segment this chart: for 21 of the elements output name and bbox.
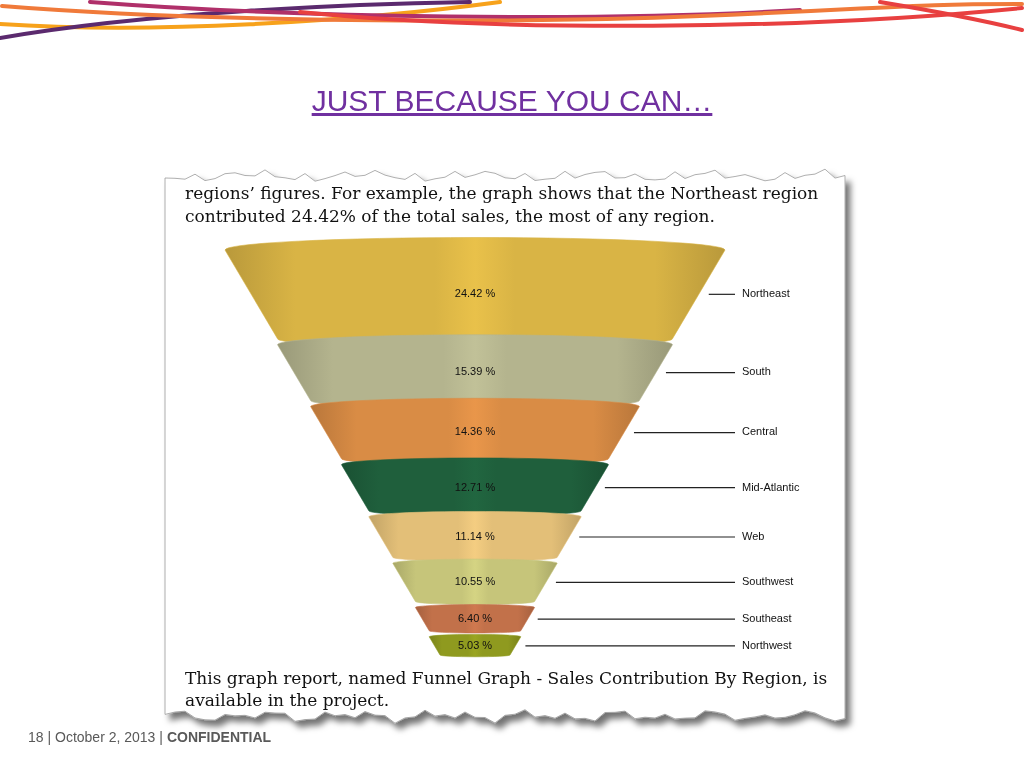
data-label: 11.14 %: [455, 529, 495, 542]
category-label: Mid-Atlantic: [742, 480, 800, 493]
data-label: 6.40 %: [457, 612, 493, 625]
data-label: 24.42 %: [454, 287, 496, 300]
data-label: 12.71 %: [454, 480, 496, 493]
category-label: Central: [742, 425, 778, 438]
text: CONFIDENTIAL: [166, 729, 272, 745]
text: 18 | October 2, 2013 |: [28, 729, 163, 745]
data-label: 14.36 %: [454, 425, 496, 438]
data-label: 5.03 %: [457, 638, 493, 651]
text: regions’ figures. For example, the graph shows that the Northeast region contributed 24.42% of the total sales, the most of any region.: [185, 182, 820, 228]
category-label: South: [742, 365, 771, 378]
text: This graph report, named Funnel Graph - Sales Contribution By Region, is available in the project.: [185, 667, 829, 711]
category-label: Northeast: [742, 287, 790, 300]
category-label: Southeast: [742, 612, 792, 625]
category-label: Southwest: [742, 575, 794, 588]
category-label: Northwest: [742, 638, 792, 651]
text: JUST BECAUSE YOU CAN…: [311, 84, 713, 117]
category-label: Web: [742, 529, 765, 542]
data-label: 15.39 %: [454, 365, 496, 378]
data-label: 10.55 %: [454, 575, 496, 588]
